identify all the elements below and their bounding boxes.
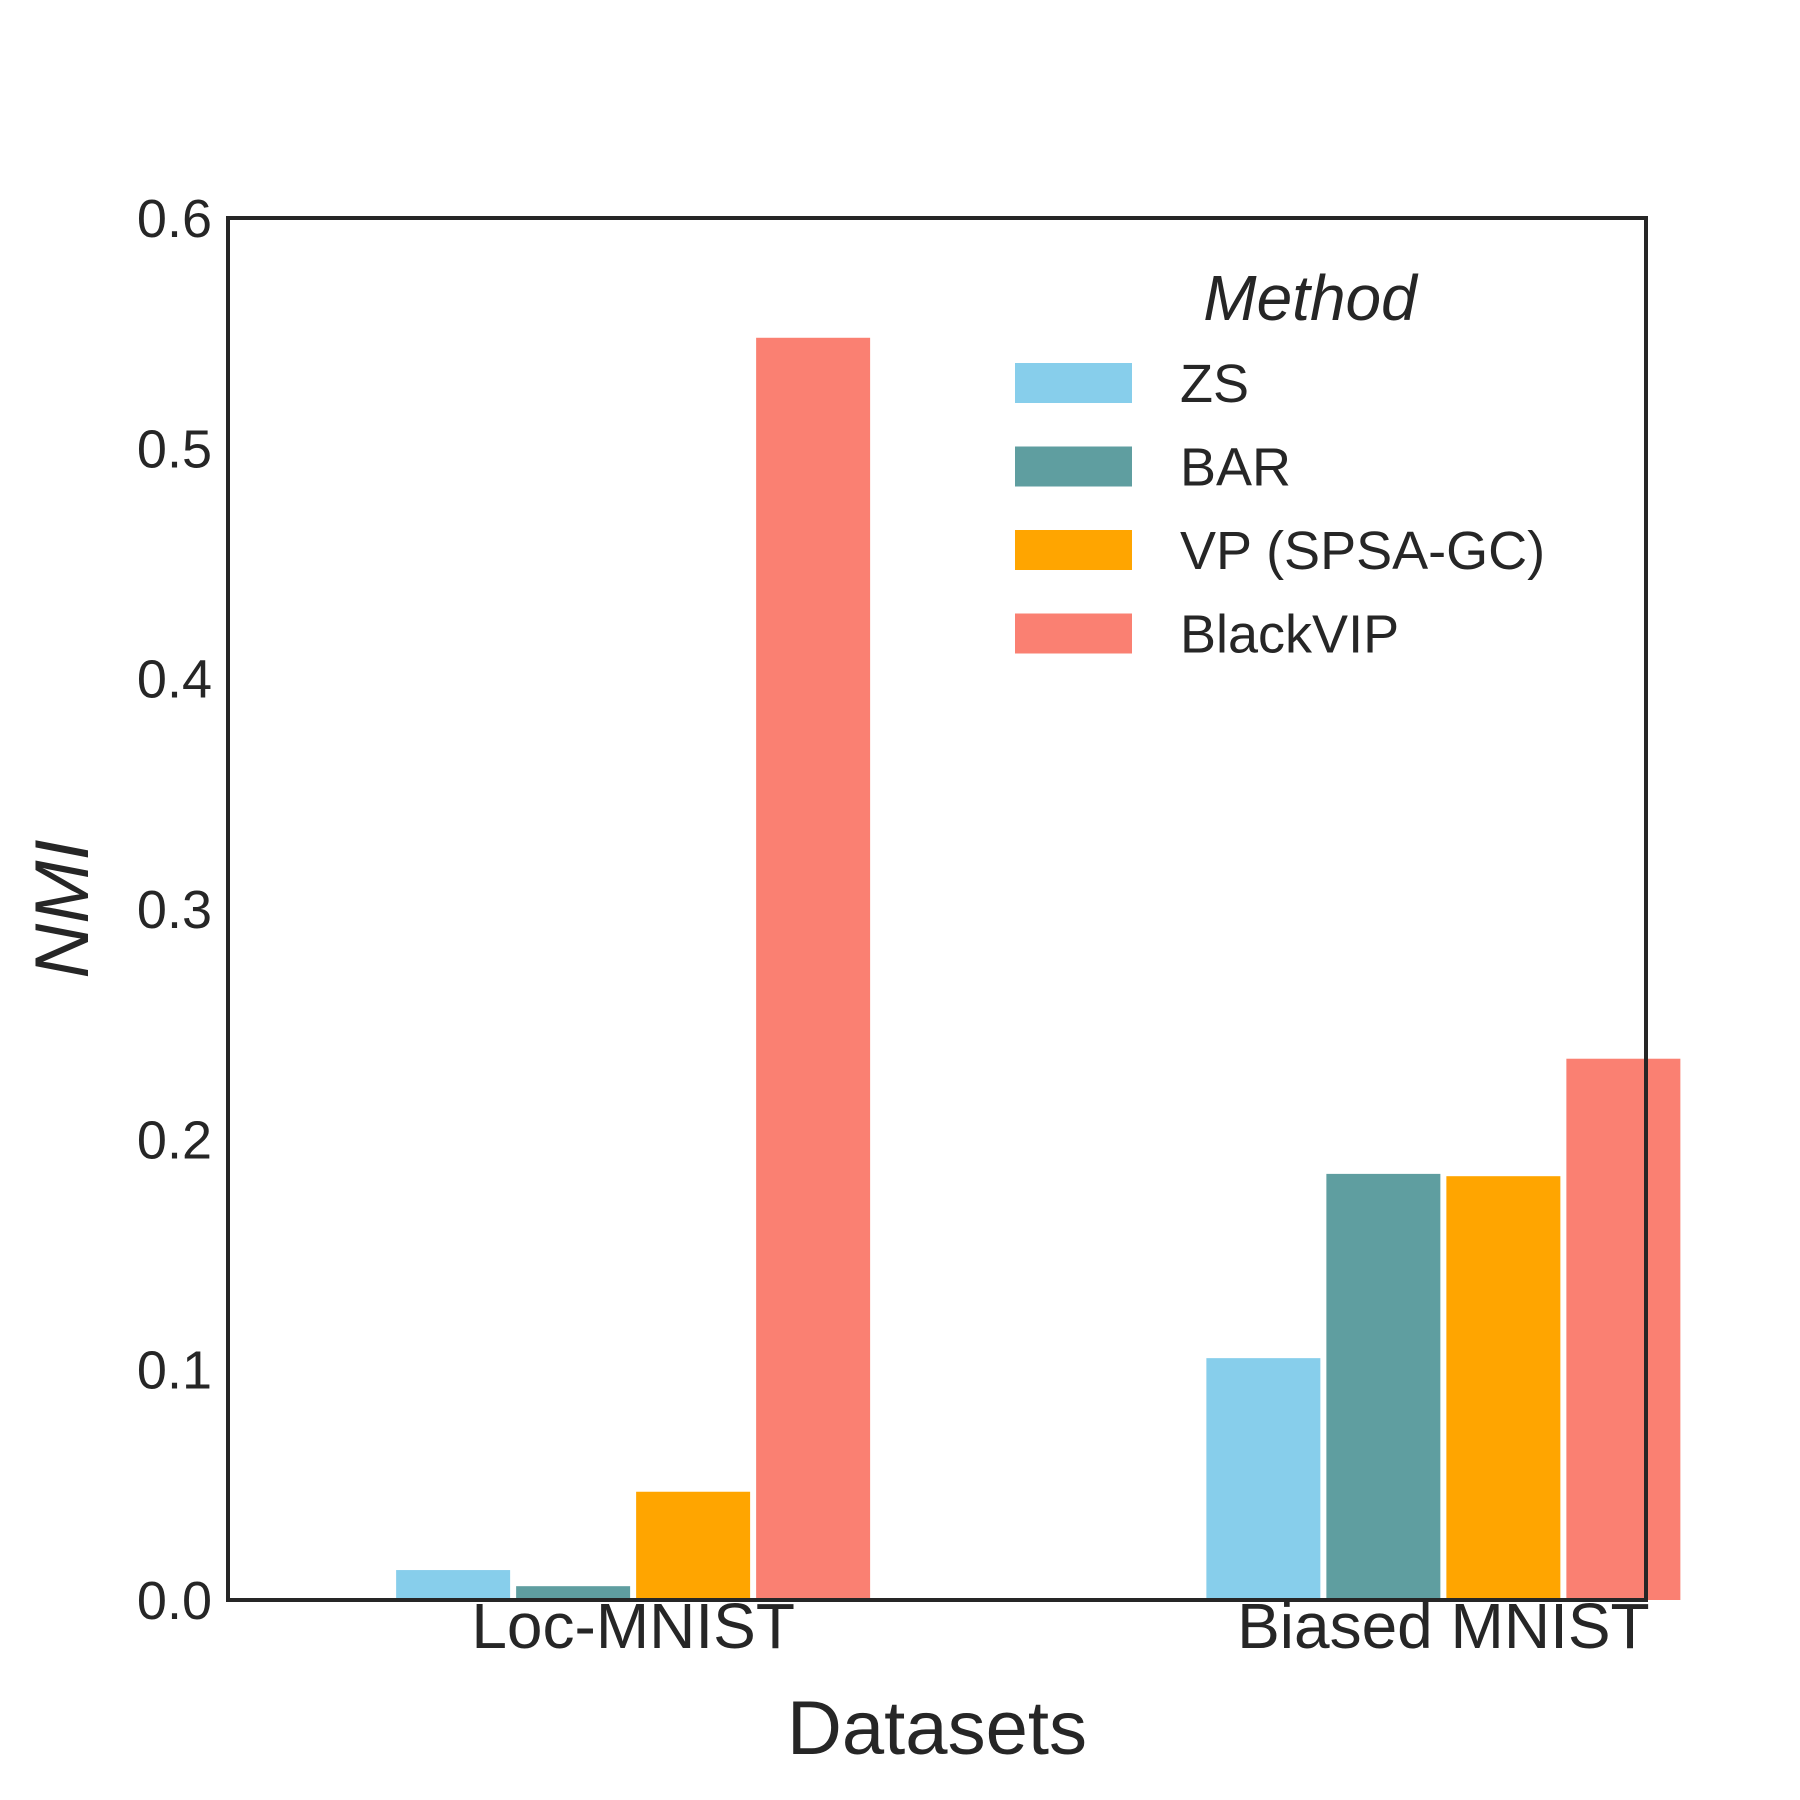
legend-label: BAR [1180, 438, 1291, 498]
legend: Method ZS BAR VP (SPSA-GC) BlackVIP [1015, 262, 1545, 665]
x-axis-ticks: Loc-MNIST Biased MNIST [471, 1590, 1649, 1662]
x-tick-label: Loc-MNIST [471, 1590, 795, 1662]
y-tick-label: 0.2 [137, 1110, 212, 1170]
bar-blackvip-biased-mnist [1566, 1058, 1681, 1600]
bar-bar-biased-mnist [1326, 1173, 1441, 1600]
bar-zs-loc-mnist [396, 1570, 511, 1600]
bar-bar-loc-mnist [516, 1586, 631, 1600]
y-tick-label: 0.3 [137, 880, 212, 940]
legend-label: VP (SPSA-GC) [1180, 521, 1545, 581]
y-tick-label: 0.6 [137, 189, 212, 249]
y-tick-label: 0.1 [137, 1341, 212, 1401]
legend-label: ZS [1180, 354, 1249, 414]
legend-swatch [1015, 613, 1132, 654]
legend-swatch [1015, 530, 1132, 570]
y-tick-label: 0.5 [137, 419, 212, 479]
x-tick-label: Biased MNIST [1237, 1590, 1650, 1662]
legend-swatch [1015, 363, 1132, 403]
x-axis-title: Datasets [787, 1686, 1087, 1771]
plot-frame [226, 216, 1648, 1602]
bar-zs-biased-mnist [1206, 1358, 1321, 1600]
bar-vp-spsa-gc-loc-mnist [636, 1491, 751, 1600]
y-axis-title: NMI [20, 839, 105, 978]
y-axis-ticks: 0.0 0.1 0.2 0.3 0.4 0.5 0.6 [137, 189, 212, 1631]
legend-swatch [1015, 446, 1132, 487]
bar-vp-spsa-gc-biased-mnist [1446, 1176, 1561, 1600]
y-tick-label: 0.4 [137, 650, 212, 710]
legend-title: Method [1203, 262, 1419, 334]
bars-group [396, 337, 1681, 1601]
bar-blackvip-loc-mnist [756, 337, 871, 1601]
y-tick-label: 0.0 [137, 1571, 212, 1631]
legend-label: BlackVIP [1180, 605, 1399, 665]
